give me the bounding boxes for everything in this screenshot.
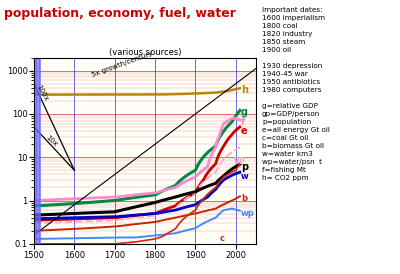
- Text: g: g: [241, 107, 248, 117]
- Text: wp: wp: [241, 209, 255, 218]
- Text: p: p: [241, 162, 248, 172]
- Text: 10x: 10x: [45, 134, 59, 147]
- Text: Important dates:
1600 imperialism
1800 coal
1820 industry
1850 steam
1900 oil

1: Important dates: 1600 imperialism 1800 c…: [262, 7, 330, 181]
- Text: b: b: [241, 194, 247, 203]
- Text: gp: gp: [234, 155, 246, 164]
- Text: f: f: [241, 117, 245, 127]
- Title: (various sources): (various sources): [109, 48, 181, 57]
- Text: h: h: [241, 85, 248, 95]
- Text: e: e: [241, 126, 248, 136]
- Text: w: w: [241, 172, 249, 181]
- Text: 5x growth/century: 5x growth/century: [90, 51, 153, 78]
- Text: c: c: [220, 235, 225, 243]
- Text: 100x: 100x: [36, 84, 49, 102]
- Text: population, economy, fuel, water: population, economy, fuel, water: [4, 7, 236, 20]
